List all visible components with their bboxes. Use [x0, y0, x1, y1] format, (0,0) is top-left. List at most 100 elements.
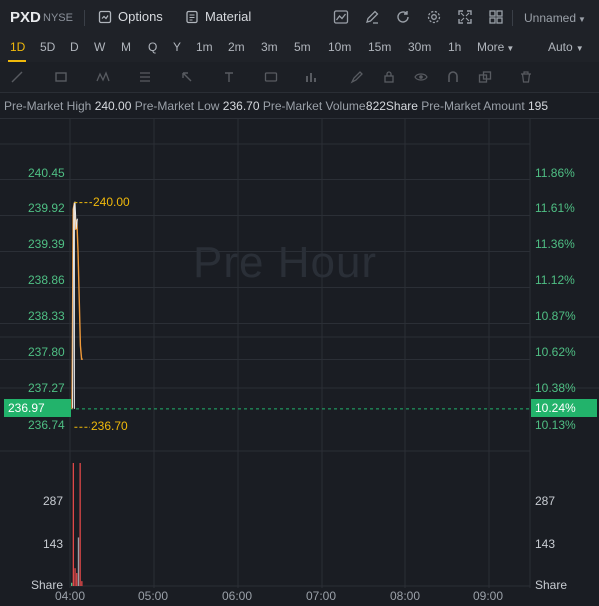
period-3m[interactable]: 3m [261, 40, 278, 54]
lock-icon[interactable] [382, 70, 396, 84]
eye-icon[interactable] [414, 70, 428, 84]
fullscreen-icon[interactable] [457, 9, 473, 25]
rectangle-icon[interactable] [54, 70, 68, 84]
y-tick-label: 239.92 [28, 201, 65, 215]
settings-icon[interactable] [426, 9, 442, 25]
material-button[interactable]: Material [185, 9, 251, 24]
y-tick-label: 236.74 [28, 418, 65, 432]
x-tick-label: 09:00 [473, 589, 504, 603]
volume-bar [71, 582, 73, 586]
y-tick-label: 237.27 [28, 381, 65, 395]
pct-tick-label: 11.36% [535, 237, 575, 251]
divider [512, 10, 513, 26]
trend-line-icon[interactable] [10, 70, 24, 84]
y-tick-label: 239.39 [28, 237, 65, 251]
low-label: Pre-Market Low [134, 99, 220, 113]
volume-bar [81, 581, 83, 586]
low-value: 236.70 [222, 99, 260, 113]
active-period-underline [8, 60, 26, 62]
volume-bar [76, 573, 78, 586]
period-1m[interactable]: 1m [196, 40, 213, 54]
volume-unit-label: Share [535, 578, 568, 592]
edit-icon[interactable] [364, 9, 380, 25]
amount-value: 195 [528, 99, 549, 113]
pct-tick-label: 10.13% [535, 418, 576, 432]
adjust-dropdown[interactable]: Auto ▼ [548, 40, 584, 54]
material-label: Material [205, 9, 252, 24]
volume-bar [77, 537, 80, 586]
volume-tick-label: 143 [43, 537, 64, 551]
material-icon [186, 10, 198, 23]
chart-grid [0, 118, 599, 588]
y-tick-label: 240.45 [28, 166, 65, 180]
volume-tick-label: 287 [535, 494, 556, 508]
amount-label: Pre-Market Amount [421, 99, 525, 113]
y-tick-label: 237.80 [28, 345, 65, 359]
chevron-down-icon: ▼ [506, 44, 515, 53]
volume-bar [72, 463, 74, 586]
label-icon[interactable] [264, 70, 278, 84]
price-markers [74, 202, 92, 428]
volume-unit-label: Share [31, 578, 64, 592]
volume-bar [74, 568, 76, 586]
x-tick-label: 07:00 [306, 589, 337, 603]
layers-icon[interactable] [478, 70, 492, 84]
refresh-icon[interactable] [395, 9, 411, 25]
pct-tick-label: 10.87% [535, 309, 576, 323]
pct-tick-label: 10.62% [535, 345, 576, 359]
pattern-icon[interactable] [96, 70, 110, 84]
magnet-icon[interactable] [446, 70, 460, 84]
arrow-icon[interactable] [180, 70, 194, 84]
volume-bar [79, 463, 81, 586]
indicator-icon[interactable] [333, 9, 349, 25]
fib-icon[interactable] [138, 70, 152, 84]
price-lines [71, 201, 83, 409]
low-marker-label: 236.70 [91, 419, 128, 433]
volume-tick-label: 143 [535, 537, 556, 551]
period-10m[interactable]: 10m [328, 40, 352, 54]
x-tick-label: 06:00 [222, 589, 253, 603]
period-5d[interactable]: 5D [40, 40, 56, 54]
period-bar [0, 36, 599, 62]
period-1d[interactable]: 1D [10, 40, 26, 54]
current-price-tag: 236.97 [4, 399, 71, 417]
period-5m[interactable]: 5m [294, 40, 311, 54]
period-15m[interactable]: 15m [368, 40, 392, 54]
options-button[interactable]: Options [98, 9, 163, 24]
drawing-toolbar [0, 62, 599, 93]
options-icon [98, 10, 112, 23]
layout-dropdown[interactable]: Unnamed ▼ [524, 11, 586, 25]
period-30m[interactable]: 30m [408, 40, 432, 54]
period-day[interactable]: D [70, 40, 79, 54]
layout-grid-icon[interactable] [488, 9, 504, 25]
more-periods-dropdown[interactable]: More ▼ [477, 40, 514, 54]
period-week[interactable]: W [94, 40, 106, 54]
period-quarter[interactable]: Q [148, 40, 158, 54]
high-value: 240.00 [94, 99, 132, 113]
volume-bars [71, 463, 83, 586]
high-label: Pre-Market High [4, 99, 92, 113]
exchange-label: NYSE [43, 12, 73, 24]
symbol-title[interactable]: PXD [10, 9, 41, 26]
pre-hour-watermark: Pre Hour [193, 238, 378, 287]
measure-icon[interactable] [305, 70, 319, 84]
period-2m[interactable]: 2m [228, 40, 245, 54]
period-1h[interactable]: 1h [448, 40, 462, 54]
pct-tick-label: 11.12% [535, 273, 575, 287]
price-chart[interactable] [0, 118, 599, 606]
volume-label: Pre-Market Volume [262, 99, 366, 113]
chevron-down-icon: ▼ [575, 44, 584, 53]
options-label: Options [118, 9, 163, 24]
pct-tick-label: 11.61% [535, 201, 575, 215]
period-year[interactable]: Y [173, 40, 182, 54]
top-toolbar [0, 0, 599, 37]
divider [84, 10, 85, 26]
period-month[interactable]: M [121, 40, 131, 54]
brush-icon[interactable] [350, 70, 364, 84]
more-label: More [477, 40, 505, 54]
y-tick-label: 238.86 [28, 273, 65, 287]
chart-tools [333, 9, 504, 25]
layout-name: Unnamed [524, 11, 577, 25]
text-icon[interactable] [222, 70, 236, 84]
trash-icon[interactable] [519, 70, 533, 84]
